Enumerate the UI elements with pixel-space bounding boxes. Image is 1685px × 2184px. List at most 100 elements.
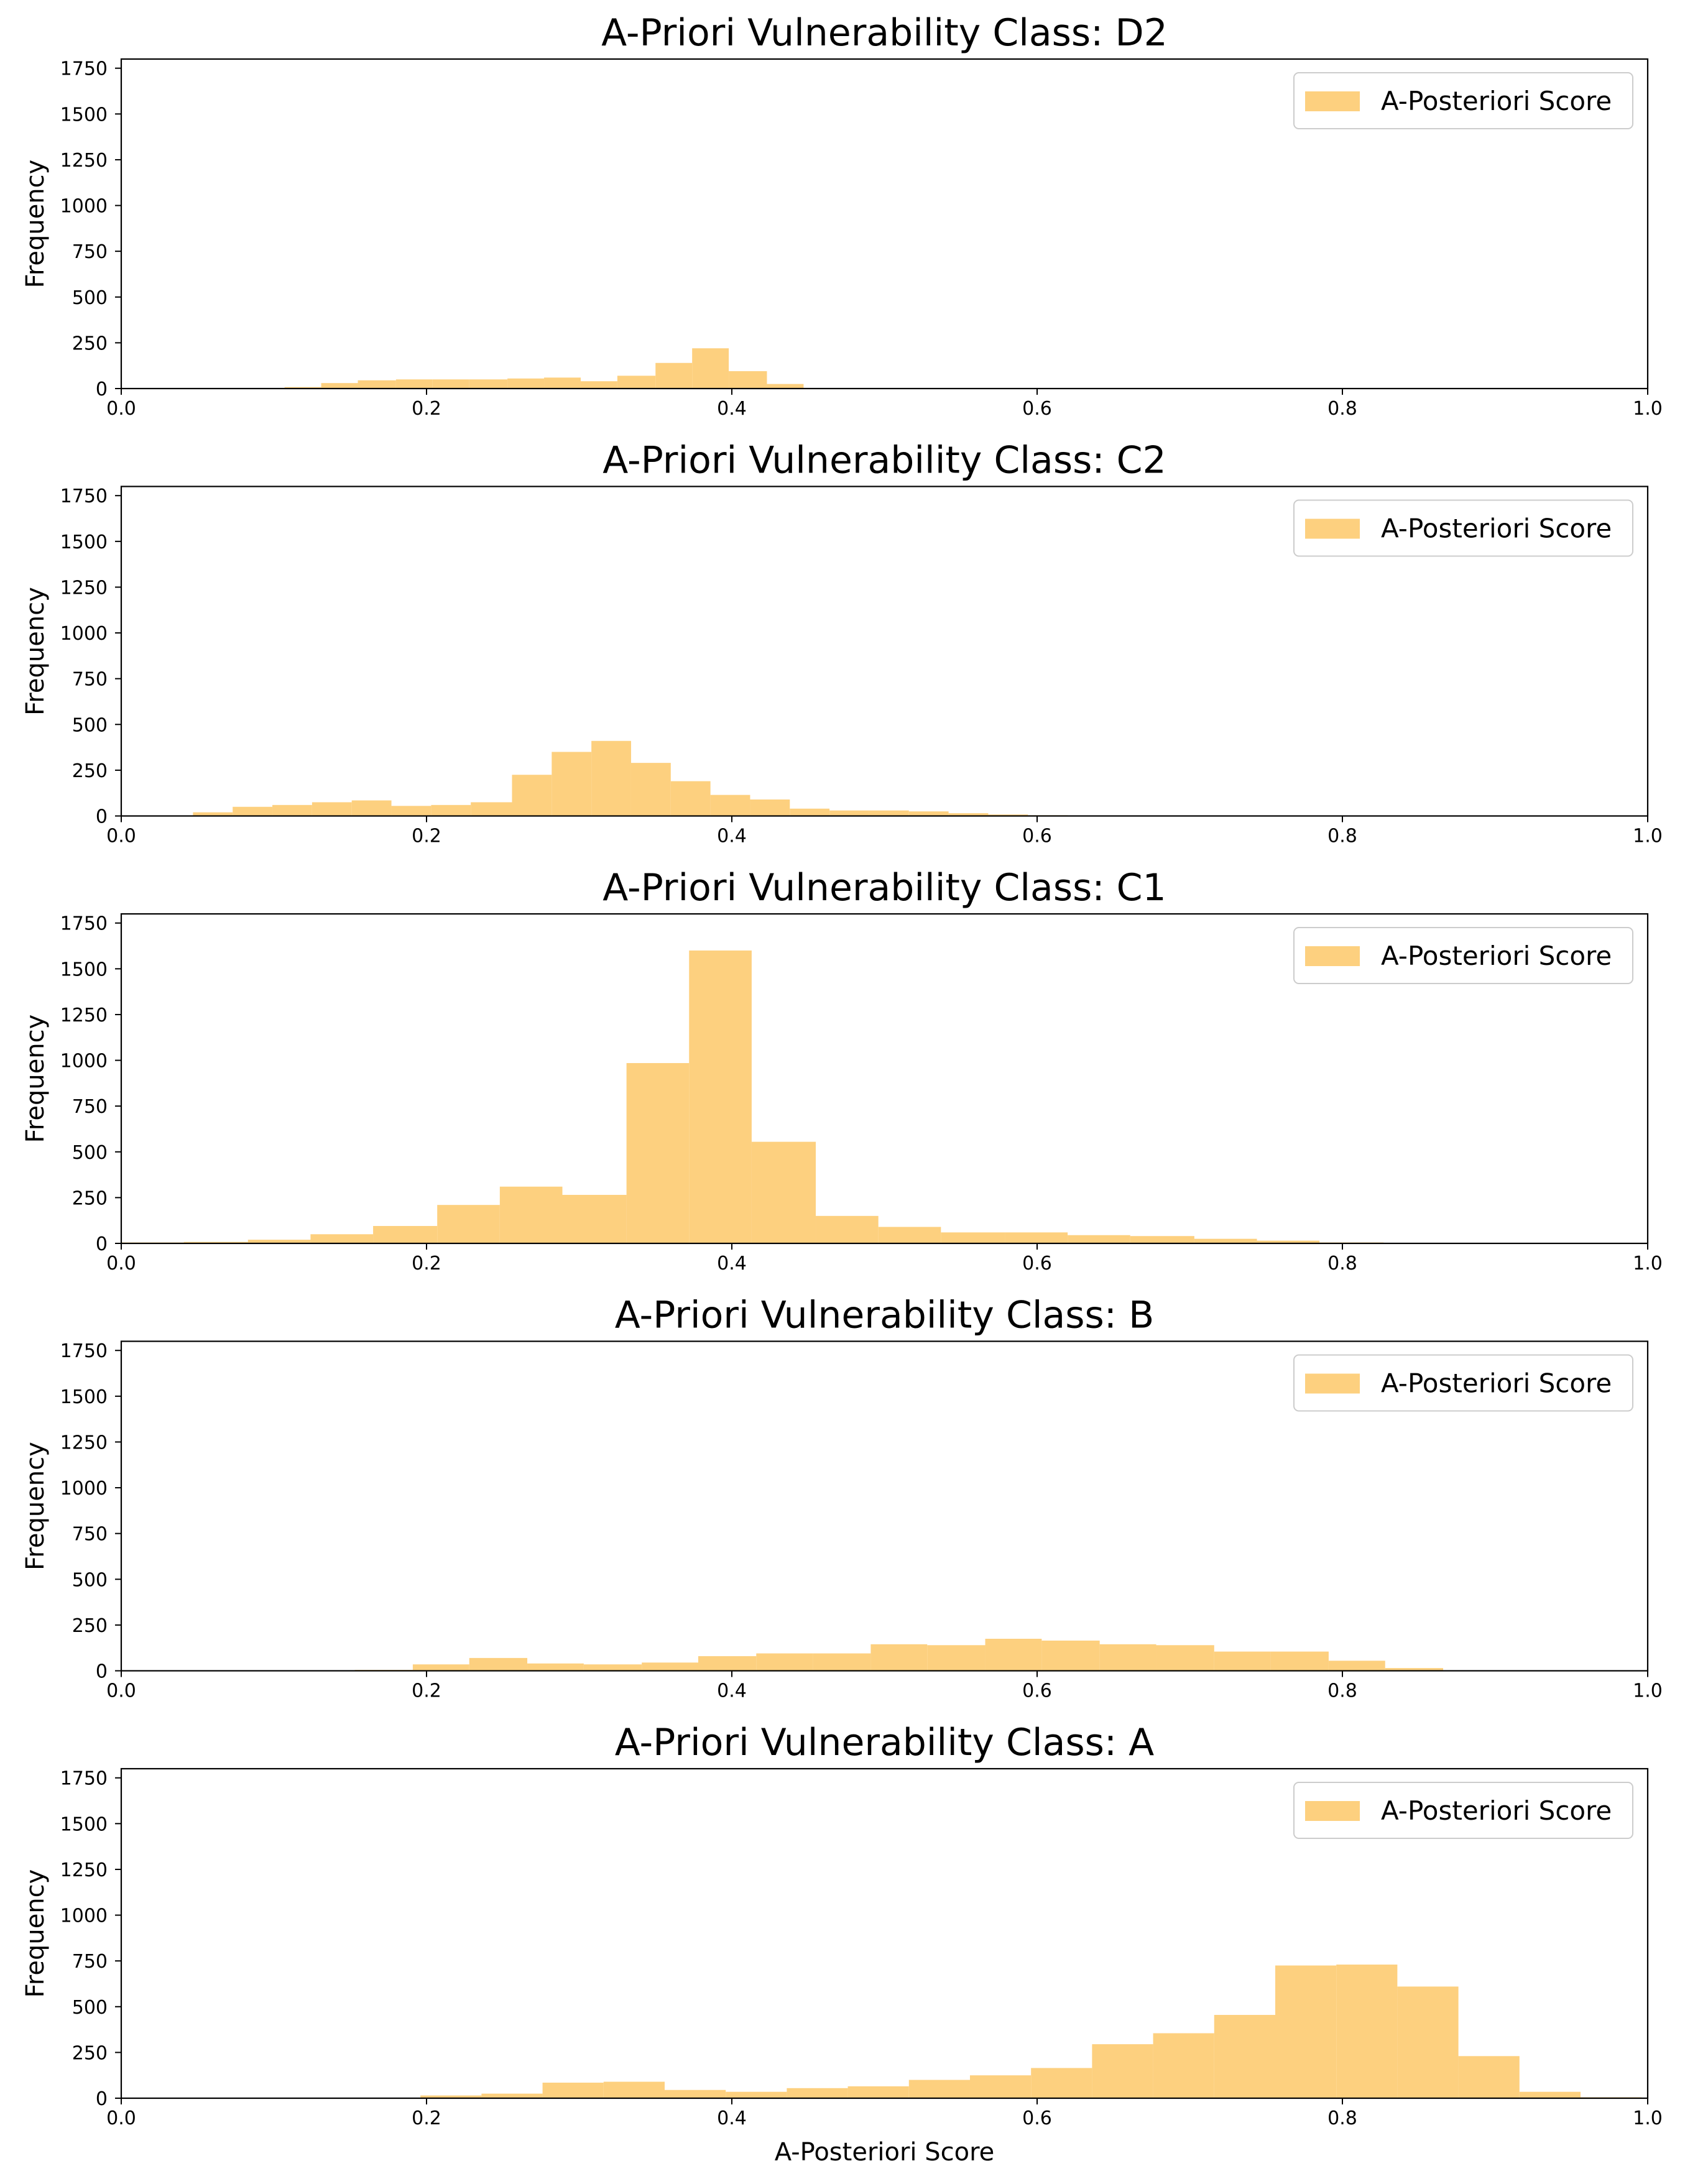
x-tick-label: 1.0 [1633, 1680, 1663, 1702]
histogram-bar [969, 2075, 1032, 2098]
legend-label: A-Posteriori Score [1381, 941, 1612, 971]
histogram-bar [878, 1227, 941, 1243]
histogram-bar [507, 378, 545, 389]
histogram-bar [985, 1638, 1042, 1671]
y-tick-label: 0 [96, 379, 108, 400]
histogram-bar [233, 806, 273, 816]
x-tick-label: 1.0 [1633, 1253, 1663, 1274]
histogram-bar [412, 1664, 469, 1671]
histogram-bar [591, 740, 631, 816]
histogram-bar [469, 379, 508, 389]
y-tick-label: 0 [96, 806, 108, 828]
histogram-bar [1041, 1640, 1100, 1671]
histogram-bar [750, 799, 790, 816]
histogram-bar [1385, 1668, 1444, 1671]
y-tick-label: 1250 [60, 1005, 108, 1026]
legend-label: A-Posteriori Score [1381, 86, 1612, 116]
histogram-bar [1275, 1965, 1337, 2098]
histogram-bar [583, 1664, 642, 1671]
histogram-bar [1214, 1651, 1271, 1671]
histogram-bar [642, 1662, 698, 1671]
y-tick-label: 1500 [60, 1813, 108, 1835]
histogram-bar [908, 811, 949, 816]
histogram-bar [312, 802, 352, 816]
histogram-bar [1005, 1232, 1068, 1243]
histogram-bar [1257, 1240, 1320, 1243]
histogram-bar [692, 348, 729, 389]
histogram-bar [1336, 1965, 1398, 2098]
y-tick-label: 1000 [60, 1905, 108, 1927]
histogram-bar [626, 1062, 690, 1243]
y-tick-label: 0 [96, 2088, 108, 2110]
histogram-bar [471, 802, 512, 816]
y-tick-label: 750 [72, 669, 108, 691]
histogram-bar [432, 379, 469, 389]
x-axis-label: A-Posteriori Score [775, 2138, 995, 2167]
legend-label: A-Posteriori Score [1381, 514, 1612, 544]
x-tick-label: 0.4 [717, 1253, 747, 1274]
histogram-bar [751, 1141, 816, 1243]
y-tick-label: 750 [72, 1096, 108, 1118]
x-tick-label: 0.4 [717, 826, 747, 847]
histogram-bar [756, 1653, 813, 1671]
legend-box [1293, 1354, 1633, 1412]
legend-swatch [1305, 1801, 1360, 1821]
histogram-bar [351, 800, 392, 816]
y-tick-label: 1500 [60, 532, 108, 553]
histogram-bar [729, 371, 767, 389]
chart-title: A-Priori Vulnerability Class: D2 [601, 11, 1168, 55]
y-tick-label: 500 [72, 714, 108, 736]
histogram-bar [790, 808, 830, 816]
axes-frame [120, 486, 1649, 817]
histogram-bar [870, 1644, 928, 1671]
x-tick-label: 0.8 [1327, 826, 1357, 847]
y-axis-label: Frequency [21, 587, 50, 716]
histogram-bar [272, 804, 312, 816]
legend: A-Posteriori Score [1293, 1354, 1633, 1412]
histogram-bar [927, 1645, 986, 1671]
y-tick-label: 750 [72, 241, 108, 263]
histogram-bar [1130, 1236, 1194, 1243]
y-tick-label: 750 [72, 1524, 108, 1546]
histogram-bar [310, 1234, 374, 1243]
y-tick-label: 250 [72, 1615, 108, 1637]
histogram-bar [284, 387, 321, 389]
y-tick-label: 0 [96, 1661, 108, 1683]
histogram-bar [908, 2080, 970, 2098]
y-tick-label: 1500 [60, 1386, 108, 1408]
x-tick-label: 0.0 [106, 2108, 136, 2129]
histogram-bar [1214, 2015, 1275, 2098]
x-tick-label: 0.4 [717, 398, 747, 420]
legend-box [1293, 927, 1633, 984]
histogram-bar [437, 1205, 500, 1243]
y-axis-label: Frequency [21, 1442, 50, 1570]
histogram-bar [552, 752, 592, 816]
histogram-panel: A-Priori Vulnerability Class: B 0.0 0.2 0.4… [21, 1294, 1663, 1702]
chart-title: A-Priori Vulnerability Class: A [615, 1721, 1154, 1764]
axes-frame [120, 1767, 1649, 2099]
histogram-bar [395, 379, 433, 389]
x-tick-label: 0.2 [412, 1680, 441, 1702]
x-tick-label: 1.0 [1633, 2108, 1663, 2129]
histogram-bar [664, 2090, 726, 2098]
histogram-bar [767, 384, 804, 389]
y-axis-label: Frequency [21, 1015, 50, 1143]
histogram-bar [689, 950, 752, 1243]
y-tick-label: 1000 [60, 623, 108, 645]
histogram-bar [698, 1656, 757, 1671]
y-tick-label: 1000 [60, 196, 108, 218]
y-axis-label: Frequency [21, 1869, 50, 1998]
histogram-panel: A-Priori Vulnerability Class: C2 0.0 0.2 0.… [21, 439, 1663, 847]
x-tick-label: 0.2 [412, 1253, 441, 1274]
histogram-bar [630, 763, 671, 816]
histogram-bar [1153, 2033, 1214, 2098]
axes-frame [120, 913, 1649, 1245]
x-tick-label: 0.8 [1327, 398, 1357, 420]
x-tick-label: 0.8 [1327, 1253, 1357, 1274]
histogram-bar [948, 813, 989, 816]
axes-frame [120, 58, 1649, 390]
chart-title: A-Priori Vulnerability Class: C1 [602, 866, 1166, 910]
histogram-bar [542, 2082, 604, 2098]
legend-box [1293, 499, 1633, 557]
x-tick-label: 0.8 [1327, 1680, 1357, 1702]
